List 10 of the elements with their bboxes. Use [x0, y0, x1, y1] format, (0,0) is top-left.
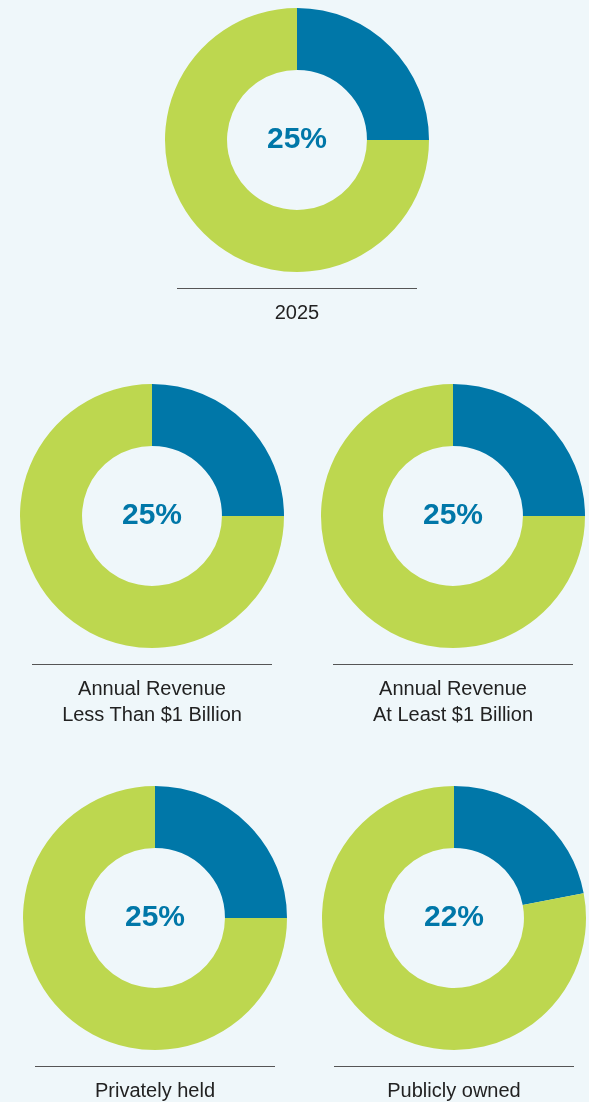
text: Annual Revenue Less Than $1 Billion: [32, 664, 272, 727]
text: Privately held: [35, 1066, 275, 1102]
data-label: 25%: [422, 497, 484, 531]
text: 2025: [177, 288, 417, 325]
text: Annual Revenue At Least $1 Billion: [333, 664, 573, 727]
data-label: 25%: [121, 497, 183, 531]
data-label: 25%: [266, 121, 328, 155]
text: Publicly owned: [334, 1066, 574, 1102]
data-label: 22%: [423, 899, 485, 933]
data-label: 25%: [124, 899, 186, 933]
